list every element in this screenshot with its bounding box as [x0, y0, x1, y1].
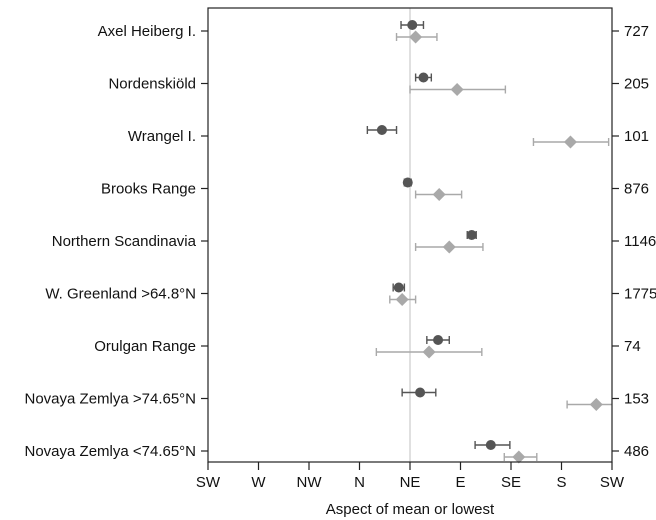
x-tick-label: SW	[196, 474, 221, 491]
count-label: 1146	[624, 233, 656, 250]
point-diamond	[395, 293, 409, 306]
point-diamond	[432, 188, 446, 201]
x-tick-label: S	[556, 474, 566, 491]
point-circle	[407, 20, 418, 30]
point-circle	[393, 282, 404, 293]
category-label: Novaya Zemlya >74.65°N	[25, 391, 197, 408]
point-circle	[376, 125, 387, 135]
point-diamond	[450, 83, 464, 96]
count-label: 101	[624, 128, 649, 145]
x-tick-label: N	[354, 474, 365, 491]
count-label: 74	[624, 338, 641, 355]
x-axis-ticks: SW W NW N NE E SE S SW	[196, 462, 625, 491]
point-diamond	[422, 345, 436, 359]
category-label: Orulgan Range	[94, 338, 196, 355]
count-labels: 727 205 101 876 1146 1775 74 153 486	[612, 23, 656, 460]
point-diamond	[512, 450, 526, 464]
category-label: Brooks Range	[101, 181, 196, 198]
point-circle	[402, 177, 413, 188]
x-axis-title: Aspect of mean or lowest	[326, 501, 495, 518]
count-label: 727	[624, 23, 649, 40]
marks-layer	[366, 20, 612, 464]
point-diamond	[442, 240, 456, 254]
point-circle	[485, 440, 496, 450]
point-diamond	[563, 135, 577, 149]
x-tick-label: SW	[600, 474, 625, 491]
category-label: Wrangel I.	[128, 128, 196, 145]
category-label: Nordenskiöld	[108, 76, 196, 93]
point-diamond	[589, 398, 603, 411]
x-tick-label: W	[251, 474, 266, 491]
point-circle	[433, 335, 444, 345]
count-label: 876	[624, 181, 649, 198]
count-label: 1775	[624, 286, 656, 303]
count-label: 486	[624, 443, 649, 460]
point-circle	[418, 72, 429, 83]
category-label: Novaya Zemlya <74.65°N	[25, 443, 197, 460]
count-label: 205	[624, 76, 649, 93]
count-label: 153	[624, 391, 649, 408]
x-tick-label: E	[455, 474, 465, 491]
category-label: Axel Heiberg I.	[98, 23, 196, 40]
x-tick-label: SE	[501, 474, 521, 491]
point-diamond	[409, 30, 423, 44]
point-circle	[466, 230, 477, 240]
point-circle	[415, 387, 426, 398]
category-label: Northern Scandinavia	[52, 233, 197, 250]
x-tick-label: NW	[297, 474, 323, 491]
category-label: W. Greenland >64.8°N	[45, 286, 196, 303]
category-labels: Axel Heiberg I. Nordenskiöld Wrangel I. Bro…	[25, 23, 208, 460]
x-tick-label: NE	[400, 474, 421, 491]
